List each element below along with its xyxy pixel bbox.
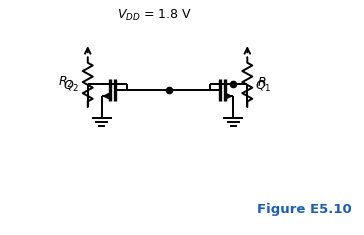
Text: $R$: $R$ bbox=[257, 76, 267, 89]
Text: Figure E5.10: Figure E5.10 bbox=[257, 203, 352, 216]
Text: $R_2$: $R_2$ bbox=[59, 74, 74, 90]
Text: $Q_1$: $Q_1$ bbox=[255, 78, 272, 94]
Text: $V_{DD}$ = 1.8 V: $V_{DD}$ = 1.8 V bbox=[117, 8, 192, 23]
Text: $Q_2$: $Q_2$ bbox=[63, 78, 80, 94]
